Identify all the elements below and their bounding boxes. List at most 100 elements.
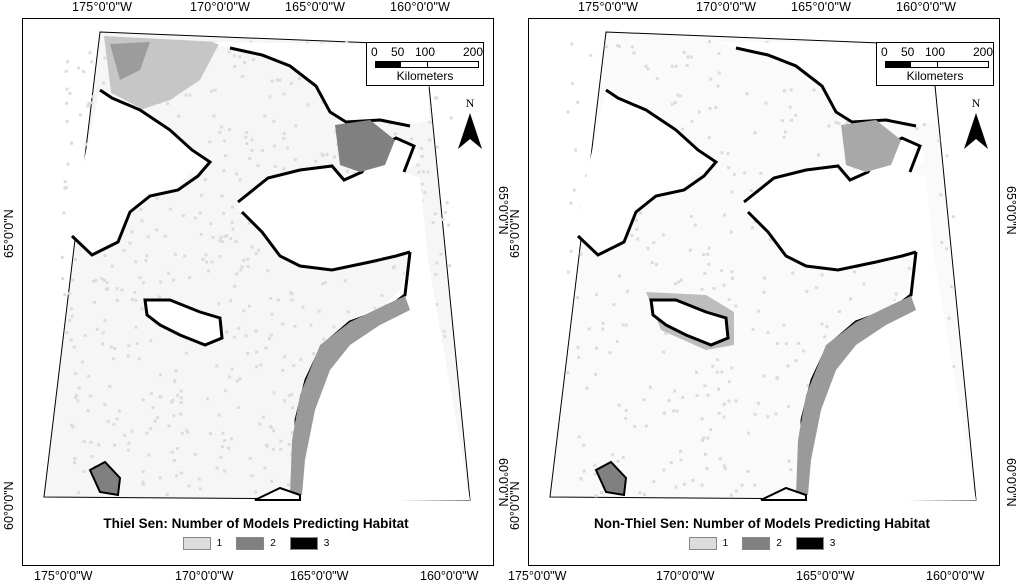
speckle-pixel [729,493,733,497]
speckle-pixel [677,280,681,284]
speckle-pixel [309,323,313,327]
speckle-pixel [289,291,292,295]
speckle-pixel [68,92,72,96]
speckle-pixel [263,466,267,470]
speckle-pixel [708,40,711,44]
speckle-pixel [170,450,174,454]
land-chukotka [44,88,210,497]
speckle-pixel [83,333,87,337]
top-lon-tick: 175°0'0"W [72,0,133,14]
speckle-pixel [715,370,719,374]
speckle-pixel [435,303,439,307]
speckle-pixel [774,412,778,416]
speckle-pixel [262,415,266,419]
speckle-pixel [89,440,93,444]
speckle-pixel [837,121,841,125]
speckle-pixel [290,393,294,397]
speckle-pixel [159,395,163,399]
legend-label: 2 [776,538,782,549]
speckle-pixel [173,252,177,256]
speckle-pixel [722,283,726,287]
speckle-pixel [246,352,249,356]
speckle-pixel [709,77,713,81]
speckle-pixel [167,424,171,428]
speckle-pixel [65,87,69,91]
speckle-pixel [230,437,233,441]
speckle-pixel [346,310,350,314]
speckle-pixel [577,435,581,439]
speckle-pixel [734,489,738,493]
speckle-pixel [786,405,790,409]
scale-bar-graphic [885,61,989,68]
speckle-pixel [664,331,668,335]
speckle-pixel [707,262,711,266]
legend: 1 2 3 [506,537,1018,550]
land-alaska [742,138,976,500]
speckle-pixel [246,257,250,261]
speckle-pixel [394,132,397,136]
speckle-pixel [130,297,134,301]
speckle-pixel [569,201,573,205]
legend-swatch [795,537,824,550]
speckle-pixel [776,342,779,345]
speckle-pixel [117,409,121,413]
speckle-pixel [611,453,615,457]
habitat-coastal-band [796,296,916,495]
speckle-pixel [224,154,227,158]
speckle-pixel [235,379,239,383]
speckle-pixel [223,469,227,473]
scale-bar: 0 50 100 200 Kilometers [876,42,994,86]
speckle-pixel [73,456,77,460]
speckle-pixel [746,431,750,435]
speckle-pixel [700,483,704,487]
speckle-pixel [334,130,338,134]
speckle-pixel [246,265,250,268]
speckle-pixel [150,392,153,396]
speckle-pixel [102,279,106,282]
speckle-pixel [716,84,720,88]
map-panel-thiel-sen: 175°0'0"W 170°0'0"W 165°0'0"W 160°0'0"W … [2,0,510,583]
speckle-pixel [242,309,246,313]
speckle-pixel [794,359,798,363]
speckle-pixel [198,487,202,491]
speckle-pixel [749,189,753,192]
speckle-pixel [134,325,138,329]
speckle-pixel [209,222,213,226]
map-panel-non-thiel-sen: 175°0'0"W 170°0'0"W 165°0'0"W 160°0'0"W … [506,0,1018,585]
speckle-pixel [693,223,697,227]
speckle-pixel [172,278,176,282]
speckle-pixel [594,346,598,350]
top-lon-tick: 175°0'0"W [578,0,639,14]
speckle-pixel [68,318,72,322]
speckle-pixel [566,110,570,114]
speckle-pixel [65,331,69,335]
legend-item: 3 [795,537,835,550]
speckle-pixel [939,193,943,197]
speckle-pixel [113,347,117,350]
speckle-pixel [730,190,734,194]
speckle-pixel [126,354,130,358]
speckle-pixel [91,95,95,99]
speckle-pixel [845,121,849,124]
speckle-pixel [146,235,150,239]
scale-label: 100 [925,45,946,59]
speckle-pixel [820,273,824,277]
speckle-pixel [705,467,709,471]
speckle-pixel [662,412,666,415]
speckle-pixel [222,139,226,143]
speckle-pixel [618,44,621,48]
speckle-pixel [707,246,711,250]
speckle-pixel [894,292,898,296]
speckle-pixel [61,277,65,280]
speckle-pixel [234,240,238,244]
speckle-pixel [740,483,744,487]
north-label: N [971,96,981,110]
speckle-pixel [722,213,726,217]
speckle-pixel [697,110,701,114]
speckle-pixel [706,436,710,440]
map-frame [528,18,1000,566]
speckle-pixel [594,372,598,376]
speckle-pixel [439,252,443,256]
speckle-pixel [576,345,580,349]
speckle-pixel [92,279,95,283]
